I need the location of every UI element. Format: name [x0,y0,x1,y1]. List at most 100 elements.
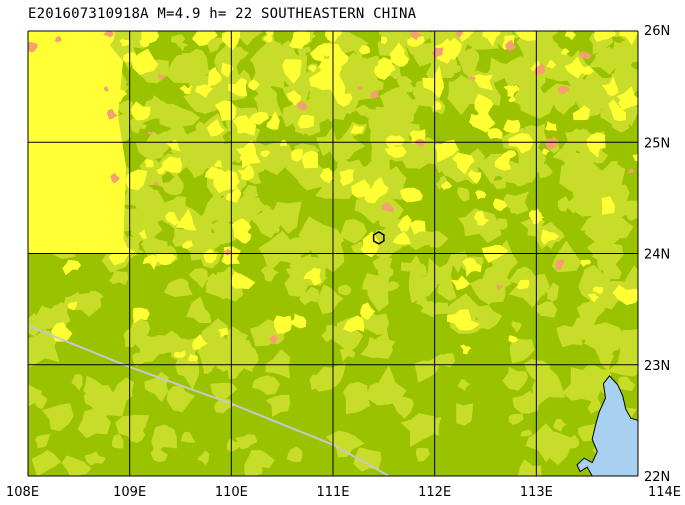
terrain-midland [469,277,499,305]
terrain-upland [586,132,606,158]
terrain-midland [517,459,542,476]
terrain-upland [473,211,489,226]
terrain-midland [265,394,291,417]
map-title: E201607310918A M=4.9 h= 22 SOUTHEASTERN … [28,6,417,22]
terrain-upland [582,65,594,75]
terrain-upland [319,167,334,184]
terrain-upland [182,240,193,249]
terrain-highland [496,284,503,290]
terrain-midland [414,353,443,383]
terrain-upland [451,275,471,291]
terrain-midland [600,102,619,124]
terrain-highland [357,85,363,91]
terrain-midland [77,407,111,439]
terrain-midland [233,31,263,46]
terrain-midland [412,84,439,107]
terrain-midland [164,278,193,297]
terrain-upland [266,111,280,130]
terrain-upland [282,59,302,84]
terrain-midland [210,382,238,400]
terrain-upland [130,101,151,121]
terrain-highland [409,31,423,41]
terrain-upland [142,254,159,270]
terrain-midland [195,120,213,140]
terrain-upland [228,77,248,97]
terrain-midland [272,201,302,234]
terrain-upland [350,124,365,134]
terrain-upland [144,158,154,168]
terrain-midland [275,49,287,58]
terrain-midland [587,395,601,414]
terrain-upland [297,114,314,129]
terrain-midland [598,351,614,371]
terrain-midland [572,317,602,343]
terrain-highland [28,41,38,53]
longitude-label: 112E [418,485,451,500]
terrain-midland [286,233,315,265]
terrain-upland [482,31,501,47]
terrain-upland [515,31,538,41]
terrain-midland [309,374,325,391]
terrain-midland [71,373,83,391]
terrain-midland [520,218,546,237]
terrain-midland [174,54,214,85]
latitude-label: 26N [644,24,670,39]
terrain-highland [468,76,476,83]
terrain-upland [377,57,396,75]
terrain-midland [508,268,550,308]
terrain-upland [458,31,474,43]
terrain-midland [607,349,638,377]
terrain-highland [296,101,308,111]
terrain-midland [61,455,92,476]
terrain-upland [441,180,452,190]
terrain-highland [505,39,517,51]
terrain-upland [156,166,166,175]
terrain-upland [125,169,148,191]
terrain-midland [509,338,535,364]
epicenter-marker[interactable] [372,231,385,245]
terrain-midland [31,449,62,476]
terrain-upland [291,148,303,162]
terrain-midland [175,41,189,52]
terrain-midland [535,301,558,318]
terrain-midland [118,99,136,116]
terrain-highland [147,131,153,135]
terrain-midland [235,434,258,450]
longitude-label: 113E [520,485,553,500]
terrain-highland [269,334,279,345]
terrain-upland [451,152,475,175]
terrain-midland [401,82,416,93]
latitude-label: 24N [644,248,670,263]
terrain-highland [104,86,109,92]
terrain-midland [401,255,421,273]
terrain-upland [397,214,412,232]
terrain-upland [130,48,159,76]
terrain-midland [189,155,216,179]
terrain-highland [110,172,120,184]
terrain-midland [338,285,352,296]
terrain-midland [485,239,518,280]
terrain-midland [133,333,165,362]
terrain-highland [455,31,464,38]
terrain-midland [589,97,602,109]
terrain-upland [176,208,197,231]
terrain-upland [446,309,472,331]
terrain-upland [508,95,516,103]
terrain-upland [487,128,503,140]
terrain-upland [225,186,242,203]
terrain-upland [230,271,256,290]
terrain-upland [207,118,225,137]
terrain-midland [265,349,291,379]
terrain-midland [321,324,340,343]
terrain-midland [503,191,529,215]
longitude-label: 110E [215,485,248,500]
terrain-upland [618,99,632,111]
terrain-upland [119,39,131,47]
terrain-upland [632,153,638,162]
terrain-midland [455,47,480,78]
terrain-upland [155,252,177,266]
terrain-midland [360,150,392,187]
terrain-midland [49,406,68,420]
terrain-midland [180,431,196,443]
